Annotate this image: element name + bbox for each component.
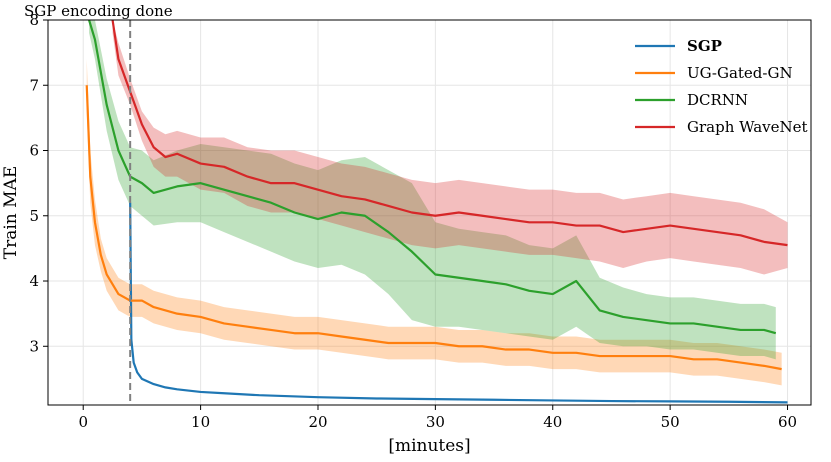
confidence-bands (86, 20, 788, 386)
annotation: SGP encoding done (24, 2, 173, 405)
x-tick-label-4: 40 (543, 413, 562, 431)
y-tick-label-2: 5 (29, 207, 39, 225)
x-tick-label-5: 50 (661, 413, 680, 431)
dcrnn-line (88, 20, 777, 335)
y-tick-label-5: 8 (29, 11, 39, 29)
legend: SGP UG-Gated-GN DCRNN Graph WaveNet (635, 37, 808, 136)
x-tick-label-2: 20 (308, 413, 327, 431)
x-tick-label-6: 60 (778, 413, 797, 431)
series-lines (85, 20, 788, 404)
ug-gated-gn-band (86, 59, 782, 386)
x-tick-label-3: 30 (426, 413, 445, 431)
legend-label-dcrnn: DCRNN (687, 91, 748, 109)
graph-wavenet-band (112, 20, 788, 275)
x-axis-label: [minutes] (388, 436, 470, 456)
sgp-line (129, 202, 788, 404)
graph-wavenet-line (111, 20, 788, 247)
legend-label-graph-wavenet: Graph WaveNet (687, 118, 808, 136)
annotation-label: SGP encoding done (24, 2, 173, 20)
ug-gated-gn-line (85, 85, 782, 371)
y-tick-label-1: 4 (29, 272, 39, 290)
y-tick-label-3: 6 (29, 142, 39, 160)
legend-label-ug-gated-gn: UG-Gated-GN (687, 64, 793, 82)
y-tick-label-0: 3 (29, 337, 39, 355)
ticks: 0 10 20 30 40 50 60 3 4 5 6 7 8 (29, 11, 797, 431)
plot-frame (47, 19, 812, 406)
y-axis-label: Train MAE (1, 166, 21, 259)
x-tick-label-1: 10 (191, 413, 210, 431)
y-tick-label-4: 7 (29, 76, 39, 94)
x-tick-label-0: 0 (78, 413, 88, 431)
legend-label-sgp: SGP (687, 37, 722, 55)
